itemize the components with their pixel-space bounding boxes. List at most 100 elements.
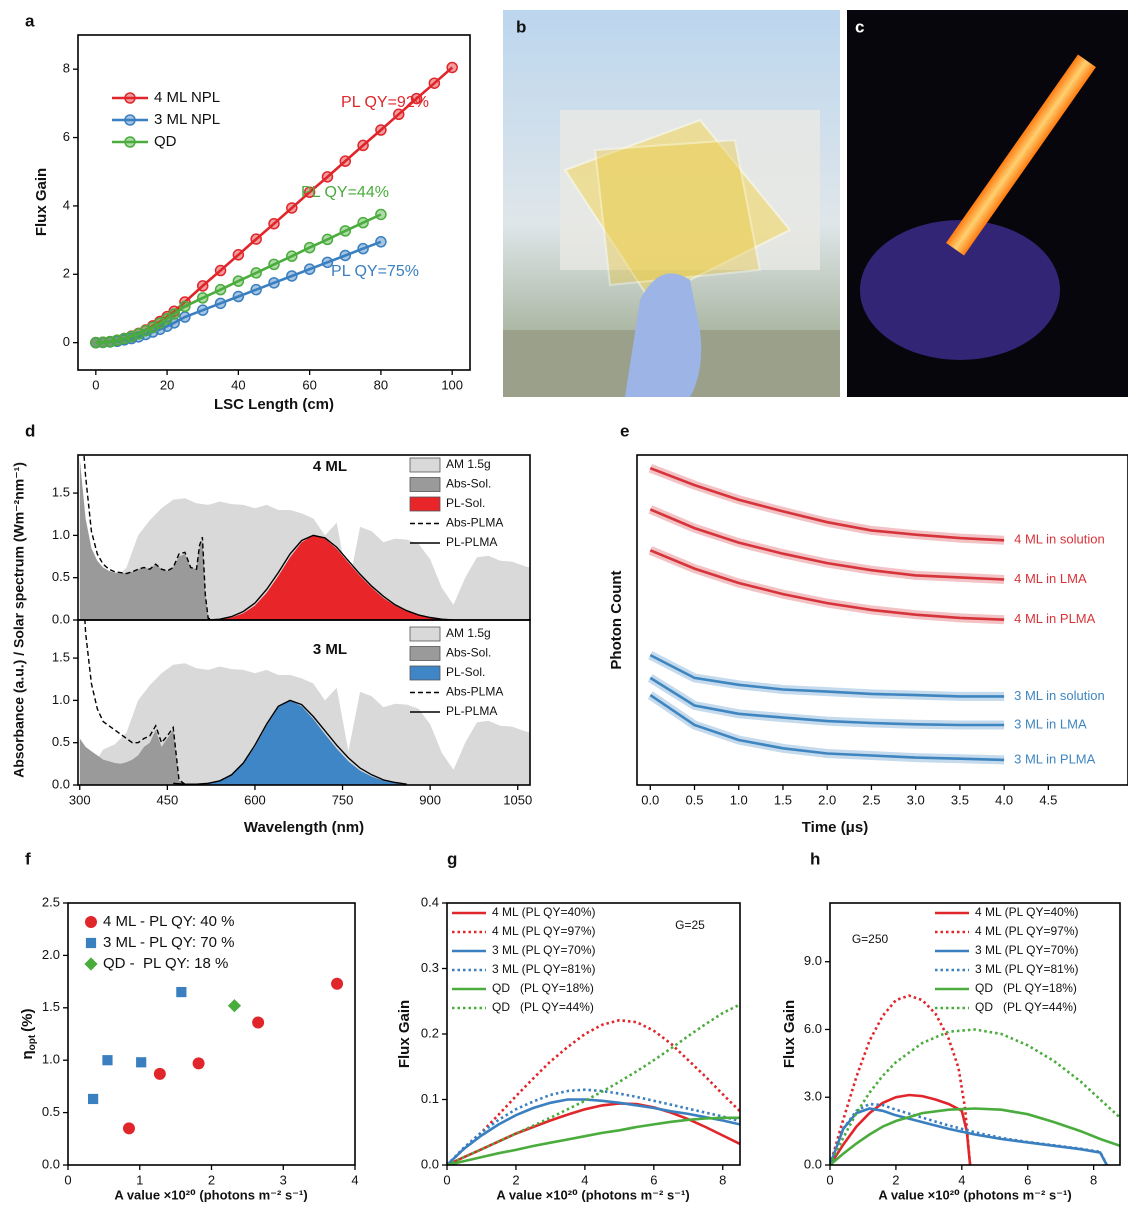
line	[830, 1107, 1120, 1165]
annotation: PL QY=92%	[341, 94, 429, 111]
series-label: 4 ML in PLMA	[1014, 611, 1095, 626]
series-label: 4 ML in LMA	[1014, 571, 1087, 586]
x-tick-label: 4.0	[995, 792, 1013, 807]
x-tick-label: 6	[1024, 1172, 1031, 1187]
x-tick-label: 2.0	[818, 792, 836, 807]
x-tick-label: 4	[581, 1172, 588, 1187]
legend-label: 3 ML (PL QY=81%)	[975, 962, 1079, 976]
x-tick-label: 3.0	[907, 792, 925, 807]
marker	[168, 308, 180, 320]
glove	[625, 273, 702, 397]
marker	[85, 937, 97, 949]
series-label: 4 ML in solution	[1014, 532, 1105, 547]
plot-frame	[77, 619, 531, 786]
y-tick-label: 9.0	[804, 953, 822, 968]
legend-label: 3 ML (PL QY=81%)	[492, 962, 596, 976]
y-axis-label-sub: opt	[27, 1034, 38, 1050]
annotation: G=250	[852, 932, 889, 946]
line	[447, 1018, 740, 1165]
annotation: PL QY=75%	[331, 263, 419, 280]
x-tick-label: 1.5	[774, 792, 792, 807]
line	[649, 676, 1005, 727]
line	[84, 620, 197, 785]
marker	[392, 108, 405, 121]
x-axis-label: A value ×10²⁰ (photons m⁻² s⁻¹)	[114, 1187, 307, 1202]
y-tick-label: 0.0	[52, 776, 70, 791]
legend-label: PL-PLMA	[446, 704, 497, 718]
marker	[303, 241, 316, 254]
x-tick-label: 4	[351, 1172, 358, 1187]
marker	[268, 258, 280, 271]
y-axis-label: Flux Gain	[396, 1000, 413, 1068]
line	[649, 653, 1005, 698]
marker	[214, 283, 227, 296]
legend-label: QD - PL QY: 18 %	[103, 955, 228, 972]
x-tick-label: 20	[160, 377, 174, 392]
marker	[122, 1122, 135, 1135]
area	[173, 700, 407, 785]
annotation: 3 ML	[313, 641, 347, 658]
legend-label: QD	[154, 133, 177, 150]
marker	[214, 297, 227, 310]
marker	[375, 124, 387, 136]
panel: 0.0 0.5 1.0 1.5 d Absorbance (a.u.) / Solar s…	[11, 421, 531, 778]
y-tick-label: 2.0	[42, 947, 60, 962]
marker	[124, 114, 136, 126]
x-axis-label: A value ×10²⁰ (photons m⁻² s⁻¹)	[496, 1187, 689, 1202]
x-tick-label: 2	[892, 1172, 899, 1187]
x-tick-label: 750	[332, 792, 354, 807]
y-tick-label: 3.0	[804, 1089, 822, 1104]
x-tick-label: 3.5	[951, 792, 969, 807]
x-tick-label: 2	[512, 1172, 519, 1187]
lsc-edge-glow	[946, 54, 1096, 256]
plot-frame	[636, 454, 1128, 786]
marker	[357, 216, 369, 229]
line	[830, 1028, 1120, 1165]
area	[79, 459, 215, 620]
y-tick-label: 4	[63, 197, 70, 212]
marker	[192, 1057, 205, 1070]
legend-swatch	[409, 457, 441, 473]
y-tick-label: 2	[63, 266, 70, 281]
x-tick-label: 0	[443, 1172, 450, 1187]
marker	[446, 61, 458, 74]
y-tick-label: 0.0	[42, 1156, 60, 1171]
marker	[196, 292, 209, 304]
x-tick-label: 1050	[503, 792, 532, 807]
legend-label: Abs-PLMA	[446, 685, 503, 699]
series-label: 3 ML in PLMA	[1014, 751, 1095, 766]
y-tick-label: 0	[63, 334, 70, 349]
x-tick-label: 6	[650, 1172, 657, 1187]
line	[83, 455, 215, 620]
x-tick-label: 3	[280, 1172, 287, 1187]
y-axis-label: Photon Count	[608, 570, 625, 669]
x-tick-label: 0	[826, 1172, 833, 1187]
legend-label: 4 ML (PL QY=97%)	[975, 924, 1079, 938]
marker	[286, 250, 298, 262]
y-tick-label: 1.5	[42, 999, 60, 1014]
y-tick-label: 1.5	[52, 650, 70, 665]
line	[649, 549, 1005, 621]
marker	[102, 1055, 113, 1066]
y-tick-label: 2.5	[42, 894, 60, 909]
marker	[428, 77, 441, 89]
lsc-slab	[563, 118, 792, 302]
x-tick-label: 4	[958, 1172, 965, 1187]
line	[208, 534, 454, 620]
x-tick-label: 100	[441, 377, 463, 392]
x-tick-label: 900	[419, 792, 441, 807]
x-tick-label: 0.5	[685, 792, 703, 807]
legend-label: 4 ML NPL	[154, 89, 220, 106]
y-axis-label: Absorbance (a.u.) / Solar spectrum (Wm⁻²…	[11, 462, 27, 778]
marker	[196, 280, 209, 292]
panel-letter: f	[25, 849, 31, 868]
marker	[196, 304, 209, 316]
legend-label: PL-Sol.	[446, 665, 485, 679]
legend-label: QD (PL QY=18%)	[492, 981, 594, 995]
line	[649, 466, 1005, 542]
legend-label: AM 1.5g	[446, 626, 491, 640]
y-tick-label: 0.0	[421, 1156, 439, 1171]
marker	[357, 139, 369, 152]
y-tick-label: 6.0	[804, 1021, 822, 1036]
